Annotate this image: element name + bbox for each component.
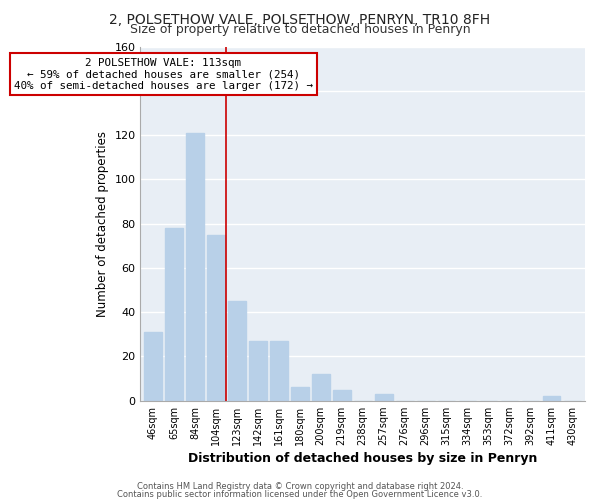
Bar: [249, 341, 267, 400]
Text: Contains HM Land Registry data © Crown copyright and database right 2024.: Contains HM Land Registry data © Crown c…: [137, 482, 463, 491]
Text: Size of property relative to detached houses in Penryn: Size of property relative to detached ho…: [130, 22, 470, 36]
Bar: [542, 396, 560, 400]
Bar: [270, 341, 288, 400]
Bar: [144, 332, 162, 400]
X-axis label: Distribution of detached houses by size in Penryn: Distribution of detached houses by size …: [188, 452, 538, 465]
Bar: [375, 394, 392, 400]
Bar: [291, 388, 308, 400]
Bar: [228, 301, 246, 400]
Text: Contains public sector information licensed under the Open Government Licence v3: Contains public sector information licen…: [118, 490, 482, 499]
Text: 2, POLSETHOW VALE, POLSETHOW, PENRYN, TR10 8FH: 2, POLSETHOW VALE, POLSETHOW, PENRYN, TR…: [109, 12, 491, 26]
Y-axis label: Number of detached properties: Number of detached properties: [96, 130, 109, 316]
Text: 2 POLSETHOW VALE: 113sqm
← 59% of detached houses are smaller (254)
40% of semi-: 2 POLSETHOW VALE: 113sqm ← 59% of detach…: [14, 58, 313, 91]
Bar: [312, 374, 329, 400]
Bar: [186, 133, 204, 400]
Bar: [333, 390, 350, 400]
Bar: [165, 228, 183, 400]
Bar: [207, 234, 225, 400]
